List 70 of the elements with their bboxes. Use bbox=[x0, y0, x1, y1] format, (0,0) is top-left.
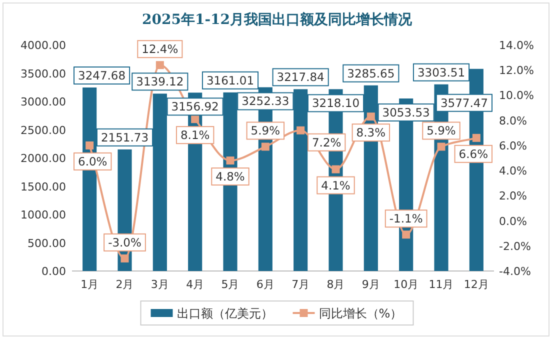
data-label: 8.3% bbox=[356, 126, 386, 140]
y2-tick-label: 12.0% bbox=[499, 64, 534, 78]
data-label: 3156.92 bbox=[171, 100, 219, 114]
y-tick-label: 3500.00 bbox=[20, 67, 66, 80]
y2-tick-label: 8.0% bbox=[499, 114, 527, 128]
y2-tick-label: -4.0% bbox=[499, 265, 531, 278]
data-label: 4.8% bbox=[216, 170, 245, 184]
point bbox=[472, 134, 480, 142]
x-tick-label: 7月 bbox=[292, 278, 310, 291]
x-tick-label: 5月 bbox=[221, 278, 240, 291]
y2-tick-label: 0.0% bbox=[499, 214, 527, 228]
legend-label: 同比增长（%） bbox=[318, 306, 402, 320]
data-label: 4.1% bbox=[321, 178, 350, 192]
y2-tick-label: -2.0% bbox=[499, 240, 531, 253]
y2-tick-label: 2.0% bbox=[499, 190, 527, 203]
x-tick-label: 2月 bbox=[116, 278, 134, 291]
legend-label: 出口额（亿美元） bbox=[176, 306, 273, 320]
chart-title: 2025年1-12月我国出口额及同比增长情况 bbox=[142, 11, 413, 28]
y2-tick-label: 6.0% bbox=[499, 139, 527, 152]
x-tick-label: 10月 bbox=[394, 278, 419, 291]
x-tick-label: 11月 bbox=[428, 278, 454, 291]
point bbox=[120, 254, 129, 262]
y2-tick-label: 14.0% bbox=[499, 39, 534, 52]
y-tick-label: 2500.00 bbox=[20, 124, 66, 137]
x-tick-label: 9月 bbox=[362, 278, 380, 291]
data-label: -3.0% bbox=[108, 235, 142, 250]
data-label: 2151.73 bbox=[100, 130, 149, 144]
point bbox=[86, 141, 94, 150]
y2-tick-label: 4.0% bbox=[499, 164, 527, 178]
x-tick-label: 4月 bbox=[186, 278, 204, 291]
point bbox=[437, 142, 446, 151]
data-label: 6.6% bbox=[458, 146, 488, 161]
point bbox=[226, 156, 234, 165]
y-tick-label: 2000.00 bbox=[20, 152, 66, 165]
data-label: 3577.47 bbox=[440, 96, 488, 110]
data-label: 3161.01 bbox=[206, 73, 254, 88]
data-label: 12.4% bbox=[142, 42, 178, 56]
data-label: 5.9% bbox=[250, 124, 280, 138]
y-tick-label: 3000.00 bbox=[20, 96, 66, 108]
x-tick-label: 12月 bbox=[464, 278, 489, 291]
data-label: 3053.53 bbox=[382, 105, 430, 120]
y-tick-label: 0.00 bbox=[42, 265, 66, 278]
data-label: 5.9% bbox=[426, 124, 456, 138]
data-label: 3217.84 bbox=[276, 70, 324, 84]
data-label: 3247.68 bbox=[78, 68, 126, 83]
point bbox=[156, 61, 164, 70]
data-label: 3218.10 bbox=[312, 96, 360, 110]
data-label: 7.2% bbox=[312, 135, 342, 150]
data-label: 8.1% bbox=[180, 128, 210, 142]
data-label: -1.1% bbox=[389, 212, 423, 226]
y2-tick-label: 10.0% bbox=[499, 89, 534, 102]
point bbox=[191, 115, 200, 124]
y-tick-label: 500.00 bbox=[28, 236, 66, 250]
y-tick-label: 1000.00 bbox=[20, 208, 66, 222]
x-tick-label: 8月 bbox=[326, 278, 345, 291]
data-label: 3252.33 bbox=[242, 94, 290, 108]
point bbox=[261, 142, 270, 151]
point bbox=[296, 126, 305, 134]
y-tick-label: 1500.00 bbox=[20, 180, 66, 194]
point bbox=[366, 112, 375, 121]
data-label: 3285.65 bbox=[347, 66, 395, 80]
point bbox=[332, 165, 340, 174]
x-tick-label: 6月 bbox=[256, 278, 274, 291]
data-label: 6.0% bbox=[78, 154, 108, 168]
y-tick-label: 4000.00 bbox=[20, 39, 66, 52]
data-label: 3303.51 bbox=[417, 65, 466, 80]
data-label: 3139.12 bbox=[136, 74, 184, 89]
x-tick-label: 3月 bbox=[150, 278, 169, 291]
point bbox=[402, 230, 410, 239]
x-tick-label: 1月 bbox=[80, 278, 99, 291]
